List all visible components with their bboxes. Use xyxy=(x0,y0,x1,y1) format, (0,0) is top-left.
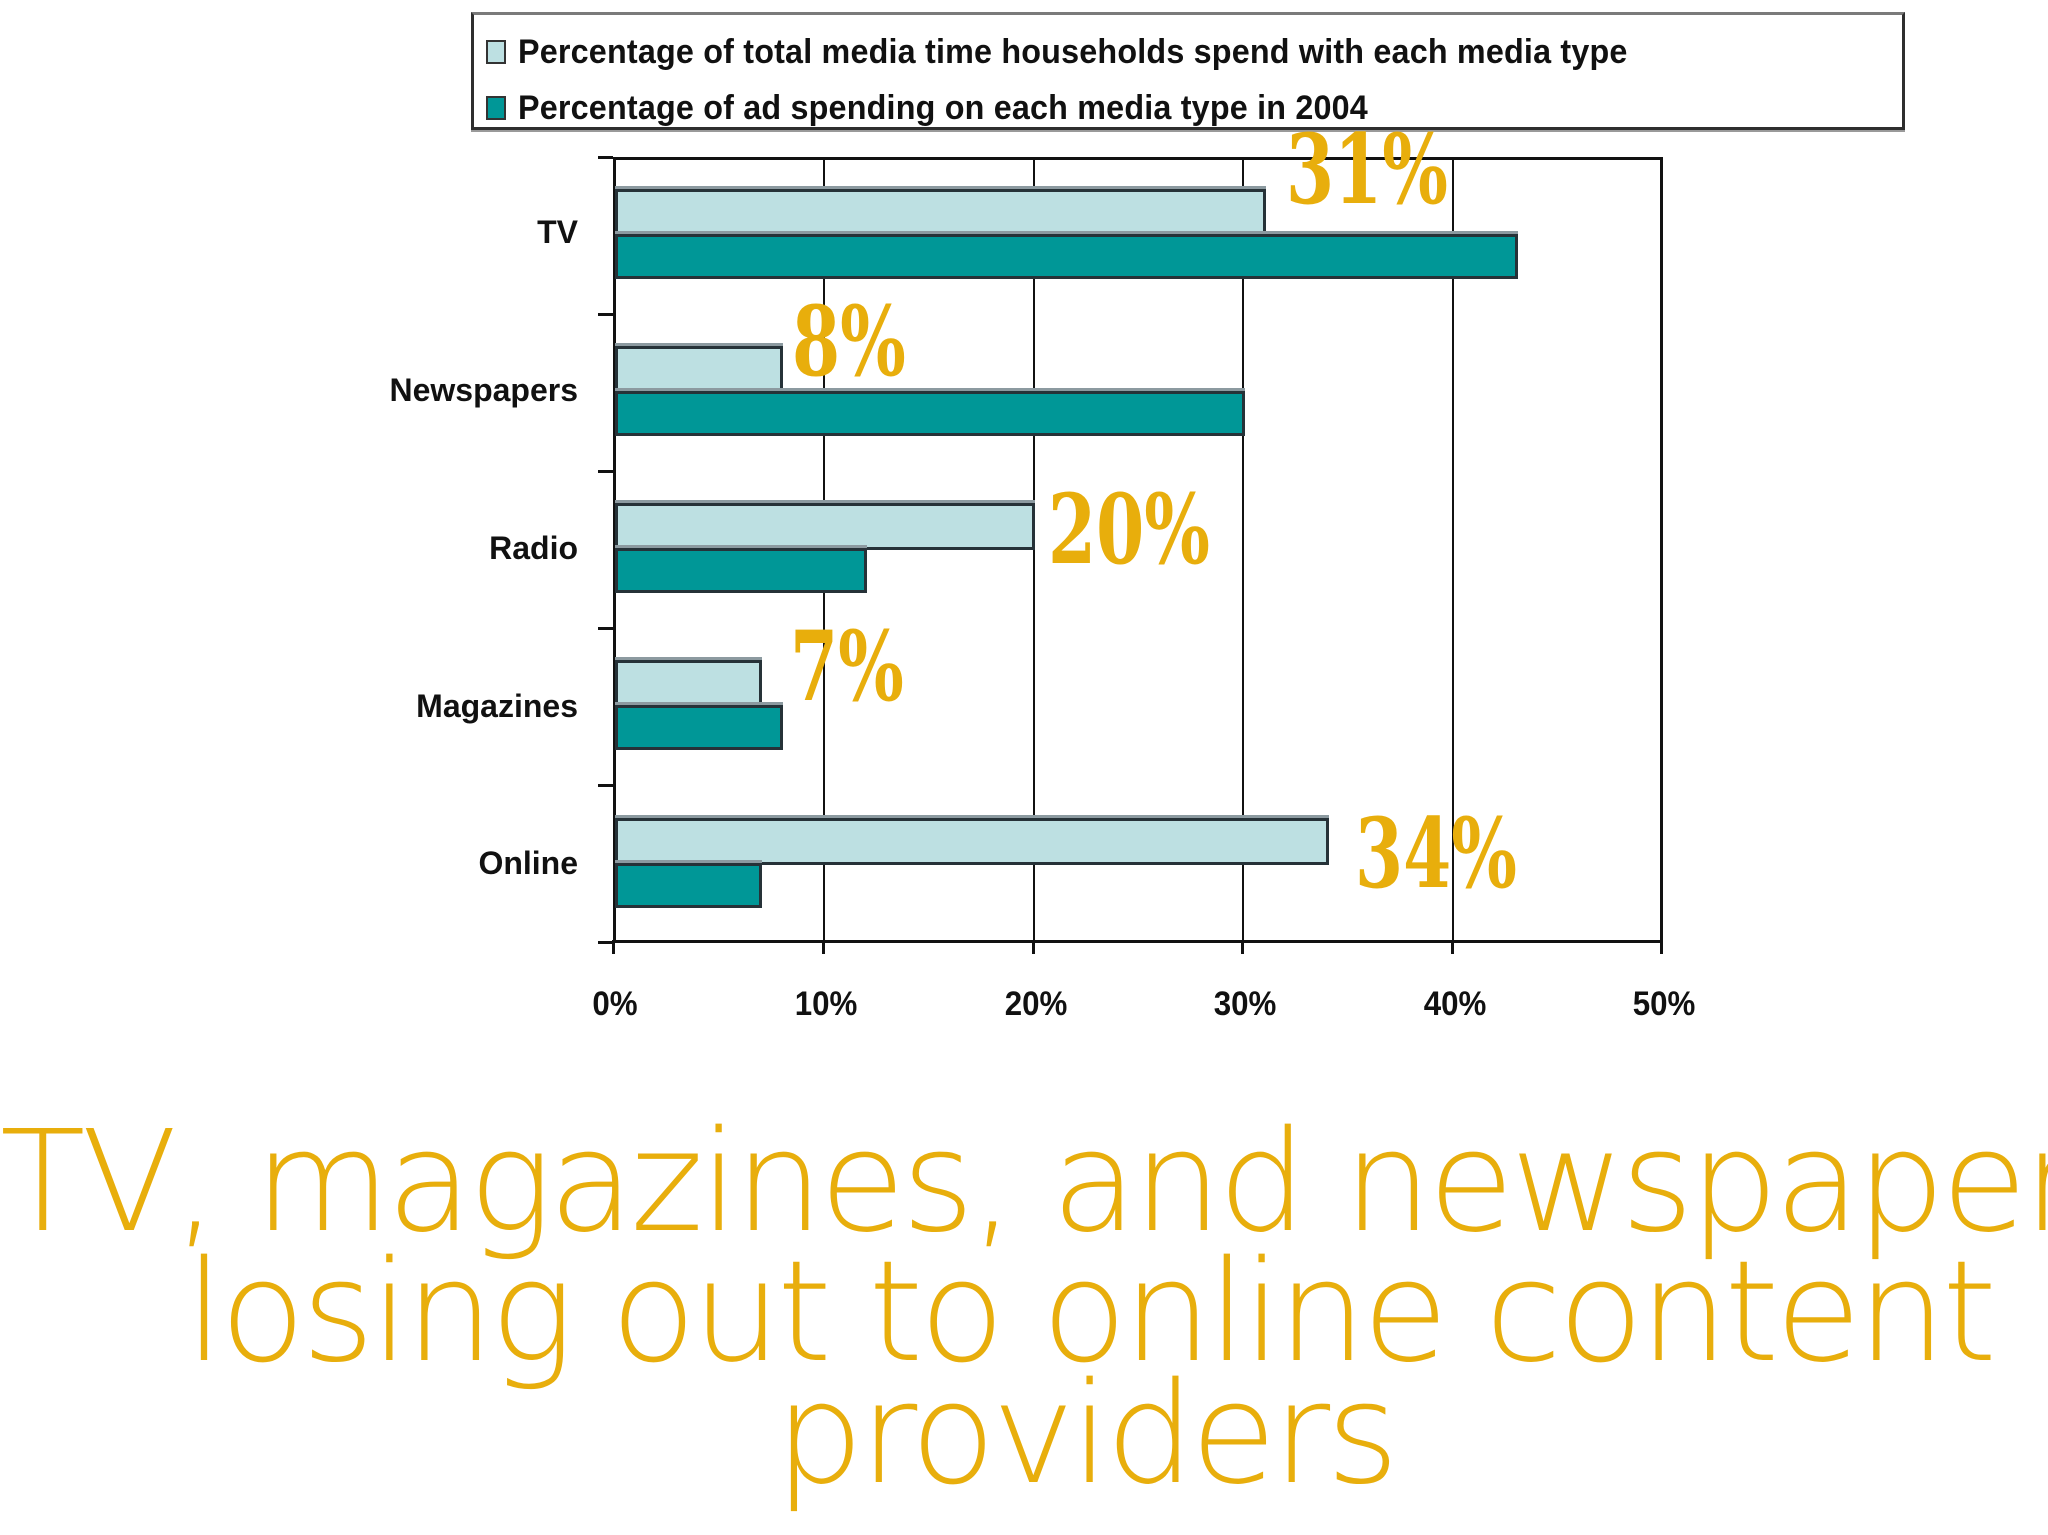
plot-area xyxy=(613,157,1663,943)
chart-legend: Percentage of total media time household… xyxy=(471,12,1905,130)
annotation-newspapers: 8% xyxy=(792,285,906,398)
bar-radio-time-share xyxy=(615,503,1035,550)
x-tick xyxy=(1451,940,1454,954)
annotation-radio: 20% xyxy=(1048,473,1210,586)
category-label-radio: Radio xyxy=(489,530,578,566)
caption-line-3: providers xyxy=(774,1353,1399,1516)
annotation-tv: 31% xyxy=(1286,113,1448,226)
category-label-magazines: Magazines xyxy=(416,688,578,724)
y-tick xyxy=(598,784,613,787)
legend-label: Percentage of ad spending on each media … xyxy=(518,88,1368,127)
x-tick-label: 10% xyxy=(794,985,858,1023)
bar-newspapers-ad-spend xyxy=(615,391,1245,436)
y-tick xyxy=(598,156,613,159)
category-label-newspapers: Newspapers xyxy=(389,372,578,408)
legend-item-ad-spend: Percentage of ad spending on each media … xyxy=(486,88,1413,127)
bar-magazines-time-share xyxy=(615,660,762,707)
x-tick-label: 40% xyxy=(1423,985,1487,1023)
x-tick xyxy=(1032,940,1035,954)
x-tick xyxy=(1241,940,1244,954)
legend-item-time-share: Percentage of total media time household… xyxy=(486,32,1686,71)
bar-tv-ad-spend xyxy=(615,234,1518,279)
caption-line-1: TV, magazines, and newspapers xyxy=(0,1101,2048,1264)
bar-newspapers-time-share xyxy=(615,346,783,393)
bar-tv-time-share xyxy=(615,189,1266,236)
annotation-magazines: 7% xyxy=(790,610,904,723)
x-tick-label: 50% xyxy=(1632,985,1696,1023)
annotation-online: 34% xyxy=(1355,797,1517,910)
category-label-online: Online xyxy=(478,845,578,881)
legend-swatch-light-icon xyxy=(486,40,506,64)
y-tick xyxy=(598,470,613,473)
x-tick-label: 30% xyxy=(1213,985,1277,1023)
y-tick xyxy=(598,941,613,944)
gridline-40 xyxy=(1452,157,1454,943)
y-tick xyxy=(598,627,613,630)
legend-swatch-dark-icon xyxy=(486,96,506,120)
x-tick-label: 20% xyxy=(1004,985,1068,1023)
category-label-tv: TV xyxy=(537,214,578,250)
bar-online-ad-spend xyxy=(615,863,762,908)
bar-magazines-ad-spend xyxy=(615,705,783,750)
x-tick xyxy=(822,940,825,954)
x-tick xyxy=(1660,940,1663,954)
x-tick-label: 0% xyxy=(592,985,638,1023)
x-tick xyxy=(612,940,615,954)
gridline-20 xyxy=(1033,157,1035,943)
gridline-30 xyxy=(1242,157,1244,943)
bar-radio-ad-spend xyxy=(615,548,867,593)
caption-line-2: losing out to online content xyxy=(184,1231,1997,1394)
y-tick xyxy=(598,313,613,316)
legend-label: Percentage of total media time household… xyxy=(518,32,1628,71)
bar-online-time-share xyxy=(615,818,1329,865)
